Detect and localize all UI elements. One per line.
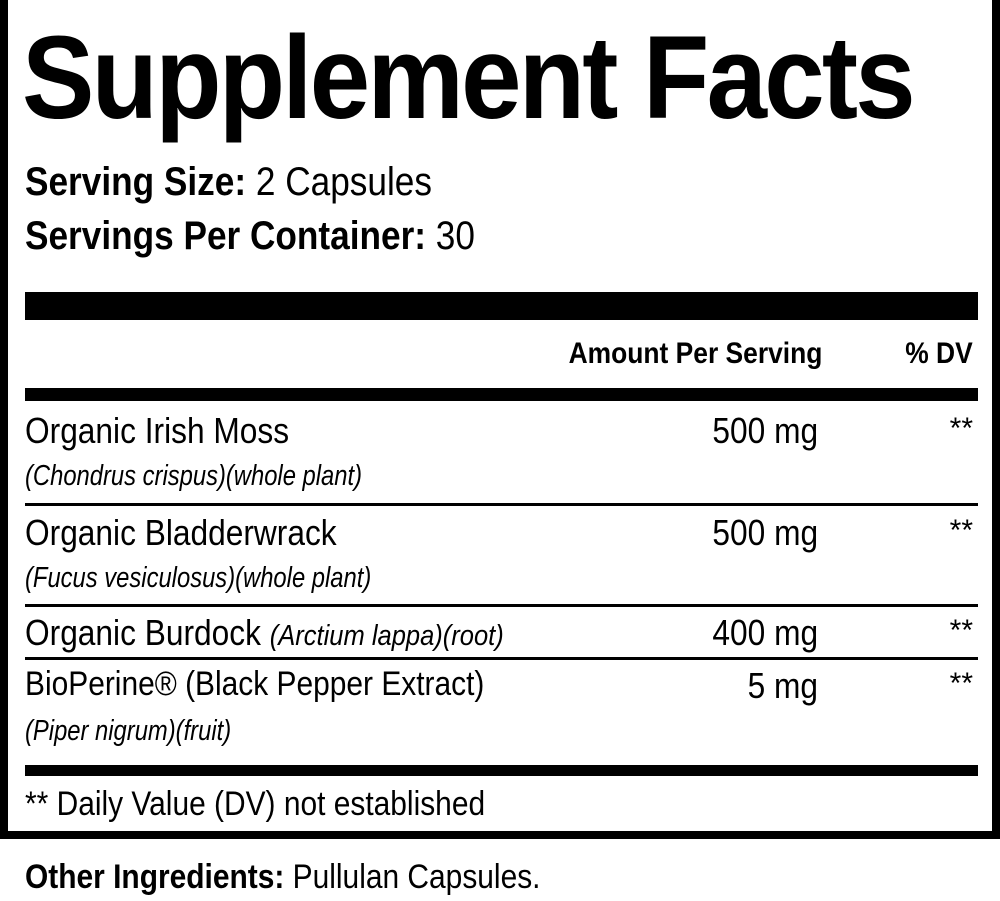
facts-panel — [0, 0, 1000, 839]
ingredient-amount: 5 mg — [747, 665, 818, 706]
divider-medium — [25, 765, 978, 776]
ingredient-dv: ** — [949, 412, 973, 445]
serving-size-label: Serving Size: — [25, 160, 247, 204]
ingredient-detail: (Chondrus crispus)(whole plant) — [25, 460, 363, 492]
ingredient-name: Organic Bladderwrack — [25, 512, 337, 553]
ingredient-dv: ** — [949, 614, 973, 647]
ingredient-amount: 400 mg — [712, 612, 818, 653]
ingredient-name: Organic Burdock — [25, 612, 261, 653]
ingredient-detail: (Fucus vesiculosus)(whole plant) — [25, 562, 372, 594]
amount-header: Amount Per Serving — [568, 337, 822, 370]
ingredient-dv: ** — [949, 667, 973, 700]
divider-thin — [25, 503, 978, 506]
servings-per-container-value: 30 — [435, 214, 475, 258]
ingredient-amount: 500 mg — [712, 512, 818, 553]
ingredient-name: BioPerine® (Black Pepper Extract) — [25, 665, 485, 703]
dv-header: % DV — [905, 337, 973, 370]
divider-thin — [25, 604, 978, 607]
ingredient-name: Organic Irish Moss — [25, 410, 290, 451]
ingredient-dv: ** — [949, 514, 973, 547]
other-ingredients-value: Pullulan Capsules. — [292, 858, 541, 896]
ingredient-detail: (Piper nigrum)(fruit) — [25, 715, 232, 747]
divider-medium — [25, 388, 978, 401]
divider-thin — [25, 657, 978, 660]
ingredient-detail: (Arctium lappa)(root) — [269, 620, 504, 652]
other-ingredients: Other Ingredients: Pullulan Capsules. — [25, 858, 540, 897]
servings-per-container-label: Servings Per Container: — [25, 214, 427, 258]
panel-title: Supplement Facts — [22, 12, 916, 144]
other-ingredients-label: Other Ingredients: — [25, 858, 285, 896]
divider-thick — [25, 292, 978, 320]
serving-size-value: 2 Capsules — [255, 160, 432, 204]
servings-per-container: Servings Per Container: 30 — [25, 214, 475, 259]
ingredient-amount: 500 mg — [712, 410, 818, 451]
footnote: ** Daily Value (DV) not established — [25, 785, 486, 823]
ingredient-row-burdock: Organic Burdock (Arctium lappa)(root) — [25, 612, 504, 654]
serving-size: Serving Size: 2 Capsules — [25, 160, 432, 205]
